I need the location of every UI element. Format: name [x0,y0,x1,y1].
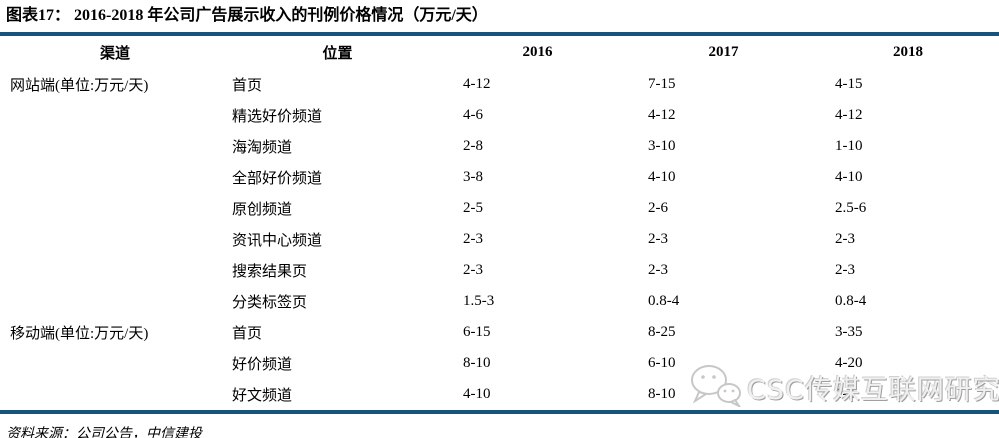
cell-2017: 7-15 [648,76,676,92]
cell-channel: 网站端(单位:万元/天) [10,78,149,94]
cell-2018: 1-4 [835,386,855,402]
cell-channel [0,193,230,224]
cell-2017: 8-25 [648,324,676,340]
cell-2017: 4-12 [648,107,676,123]
cell-2018: 3-35 [835,324,863,340]
cell-2016: 1.5-3 [463,293,495,309]
header-2018: 2018 [893,44,923,60]
cell-position: 原创频道 [232,202,293,218]
ad-price-table: 渠道 位置 2016 2017 2018 网站端(单位:万元/天) 首页 4-1… [0,36,999,410]
cell-2017: 3-10 [648,138,676,154]
header-position: 位置 [322,46,353,62]
cell-channel [0,379,230,410]
cell-2017: 6-10 [648,355,676,371]
cell-2018: 4-12 [835,107,863,123]
cell-position: 首页 [232,326,263,342]
cell-2017: 8-10 [648,386,676,402]
table-row: 全部好价频道 3-8 4-10 4-10 [0,162,999,193]
cell-channel [0,100,230,131]
cell-2018: 0.8-4 [835,293,867,309]
table-row: 资讯中心频道 2-3 2-3 2-3 [0,224,999,255]
cell-position: 精选好价频道 [232,109,323,125]
table-row: 海淘频道 2-8 3-10 1-10 [0,131,999,162]
table-row: 移动端(单位:万元/天) 首页 6-15 8-25 3-35 [0,317,999,348]
cell-position: 资讯中心频道 [232,233,323,249]
cell-channel [0,162,230,193]
cell-2016: 2-3 [463,231,483,247]
cell-2017: 2-3 [648,231,668,247]
cell-2017: 2-6 [648,200,668,216]
cell-position: 海淘频道 [232,140,293,156]
top-rule [0,32,999,36]
cell-channel: 移动端(单位:万元/天) [10,326,149,342]
cell-2016: 6-15 [463,324,491,340]
cell-position: 全部好价频道 [232,171,323,187]
cell-2016: 4-12 [463,76,491,92]
cell-position: 好文频道 [232,388,293,404]
figure-title: 图表17： 2016-2018 年公司广告展示收入的刊例价格情况（万元/天） [6,7,488,24]
cell-position: 分类标签页 [232,295,308,311]
cell-channel [0,131,230,162]
cell-position: 首页 [232,78,263,94]
header-2016: 2016 [522,44,553,60]
cell-2018: 4-10 [835,169,863,185]
cell-2016: 4-10 [463,386,491,402]
cell-channel [0,286,230,317]
cell-2018: 2-3 [835,262,855,278]
cell-2016: 3-8 [463,169,483,185]
table-row: 搜索结果页 2-3 2-3 2-3 [0,255,999,286]
header-channel: 渠道 [99,46,130,62]
table-row: 原创频道 2-5 2-6 2.5-6 [0,193,999,224]
cell-2018: 1-10 [835,138,863,154]
cell-channel [0,348,230,379]
cell-2017: 4-10 [648,169,676,185]
cell-channel [0,255,230,286]
header-2017: 2017 [708,44,739,60]
table-row: 好文频道 4-10 8-10 1-4 [0,379,999,410]
table-header-row: 渠道 位置 2016 2017 2018 [0,36,999,69]
table-body: 网站端(单位:万元/天) 首页 4-12 7-15 4-15 精选好价频道 4-… [0,69,999,410]
cell-2016: 8-10 [463,355,491,371]
cell-2016: 4-6 [463,107,483,123]
cell-2016: 2-3 [463,262,483,278]
cell-2017: 0.8-4 [648,293,680,309]
cell-2016: 2-5 [463,200,483,216]
table-row: 分类标签页 1.5-3 0.8-4 0.8-4 [0,286,999,317]
cell-2018: 2.5-6 [835,200,867,216]
cell-channel [0,224,230,255]
cell-2018: 2-3 [835,231,855,247]
cell-2016: 2-8 [463,138,483,154]
cell-2017: 2-3 [648,262,668,278]
cell-2018: 4-20 [835,355,863,371]
cell-position: 搜索结果页 [232,264,308,280]
source-note: 资料来源：公司公告，中信建投 [6,427,202,438]
table-row: 好价频道 8-10 6-10 4-20 [0,348,999,379]
table-row: 精选好价频道 4-6 4-12 4-12 [0,100,999,131]
bottom-rule [0,410,999,414]
table-row: 网站端(单位:万元/天) 首页 4-12 7-15 4-15 [0,69,999,100]
cell-2018: 4-15 [835,76,863,92]
cell-position: 好价频道 [232,357,293,373]
